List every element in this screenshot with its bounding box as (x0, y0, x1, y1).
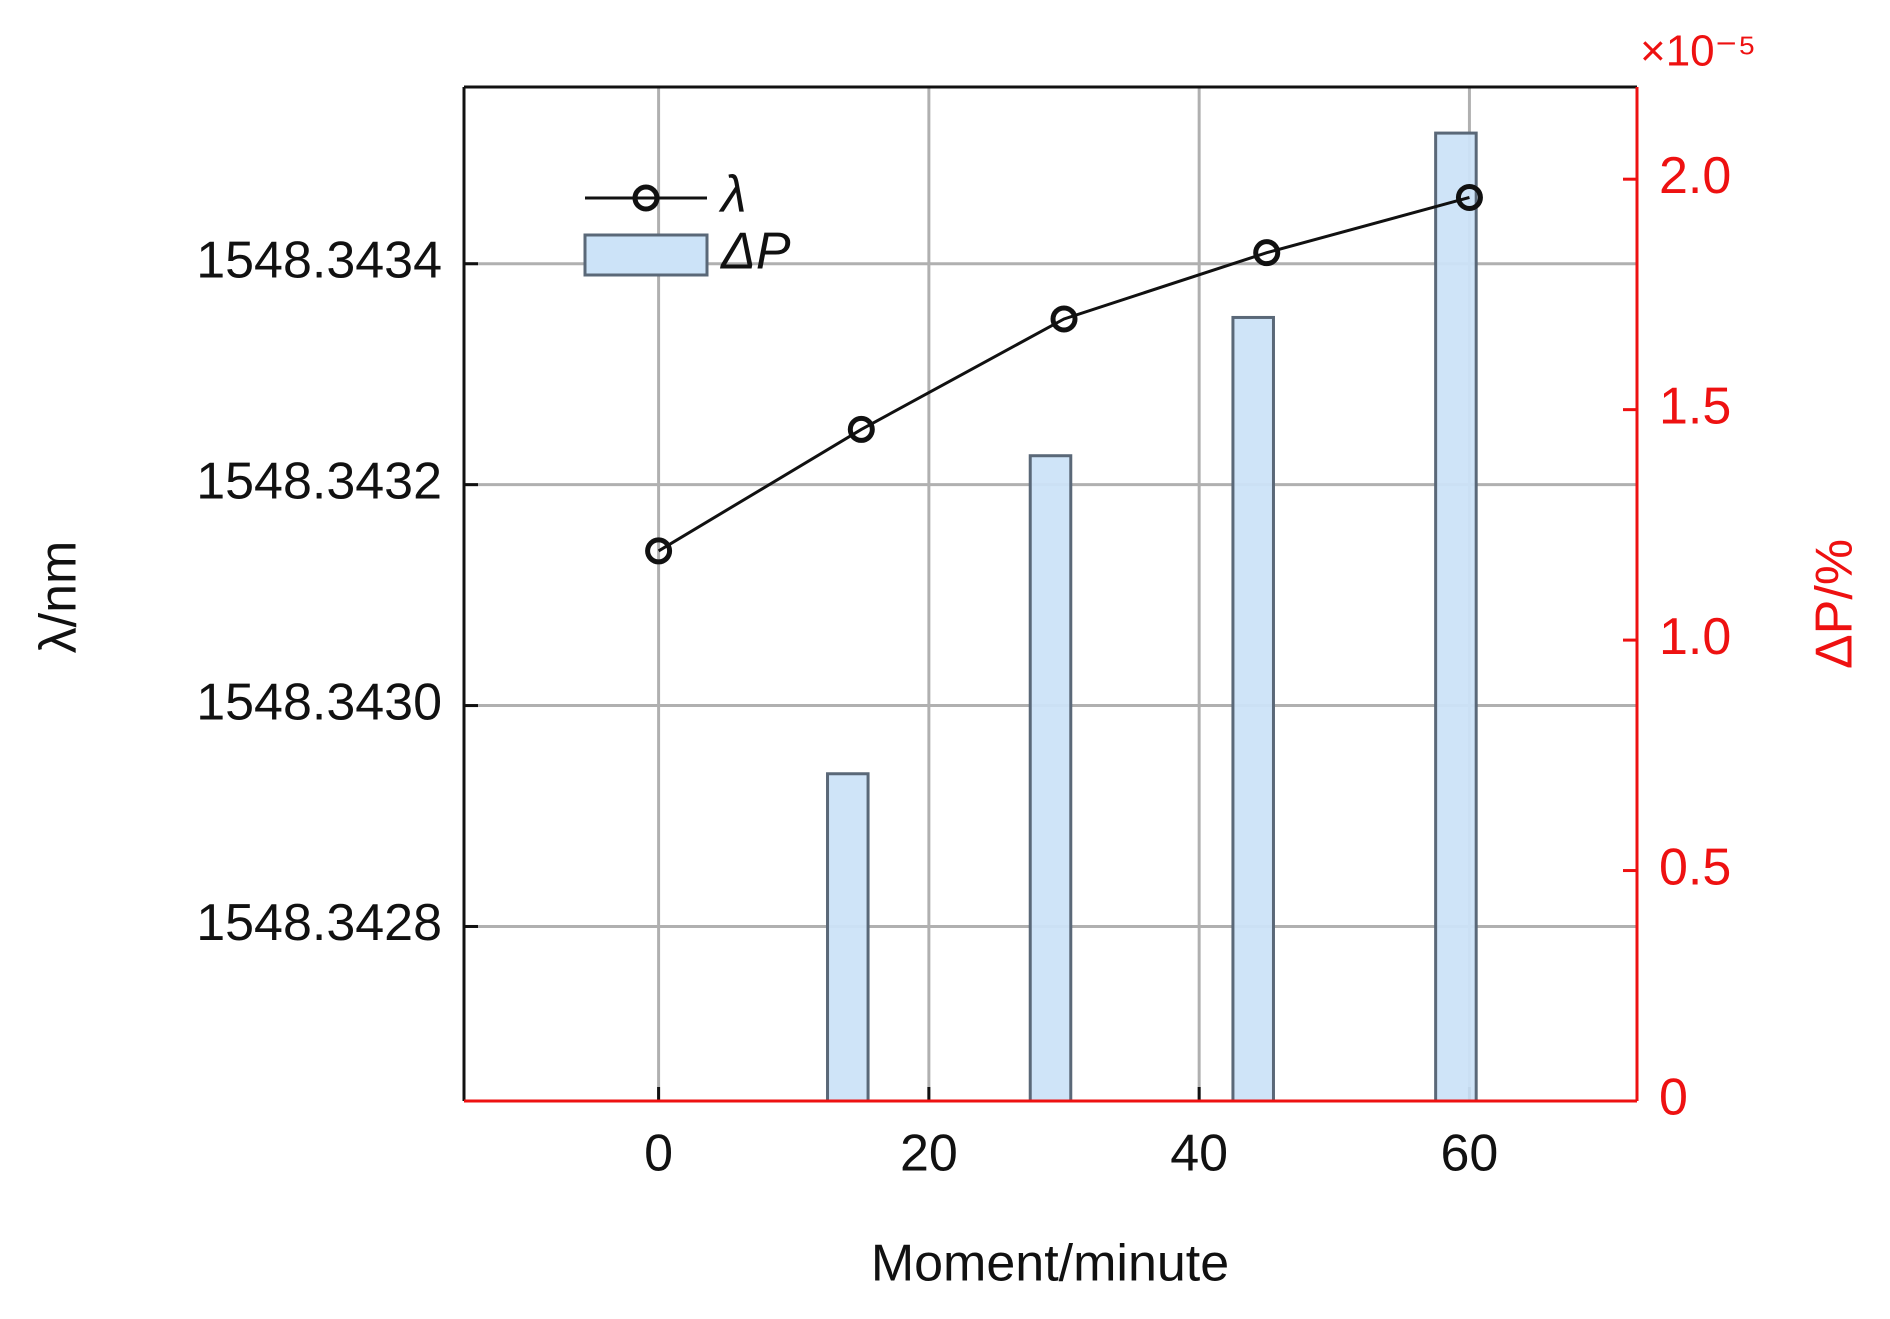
y2-tick-label: 1.5 (1659, 377, 1731, 435)
bar (826, 772, 870, 1103)
x-axis-label: Moment/minute (871, 1235, 1229, 1293)
line (657, 196, 1470, 553)
bar (1028, 454, 1073, 1103)
marker (1050, 305, 1078, 333)
y2-tick-label: 0.5 (1659, 838, 1731, 896)
bar (1434, 131, 1478, 1103)
legend-swatch (583, 233, 709, 277)
y2-axis-label: ΔP/% (1806, 539, 1864, 669)
y2-tick-label: 1.0 (1659, 608, 1731, 666)
x-tick-label: 20 (900, 1125, 958, 1183)
y-tick-label: 1548.3432 (196, 452, 442, 510)
y2-multiplier: ×10⁻⁵ (1640, 27, 1756, 76)
legend-label: λ (718, 166, 747, 224)
x-tick-label: 40 (1170, 1125, 1228, 1183)
marker (645, 537, 673, 565)
y2-tick-label: 2.0 (1659, 147, 1731, 205)
y-tick-label: 1548.3434 (196, 231, 442, 289)
x-tick-label: 60 (1441, 1125, 1499, 1183)
x-tick-label: 0 (644, 1125, 673, 1183)
marker (1253, 239, 1281, 267)
marker (1455, 183, 1483, 211)
y-tick-label: 1548.3428 (196, 894, 442, 952)
y-tick-label: 1548.3430 (196, 673, 442, 731)
y2-tick-label: 0 (1659, 1069, 1688, 1127)
marker (847, 415, 875, 443)
bar (1231, 315, 1275, 1103)
y-axis-label: λ/nm (30, 541, 88, 654)
legend-label: ΔP (719, 223, 791, 281)
legend-marker (632, 184, 660, 212)
